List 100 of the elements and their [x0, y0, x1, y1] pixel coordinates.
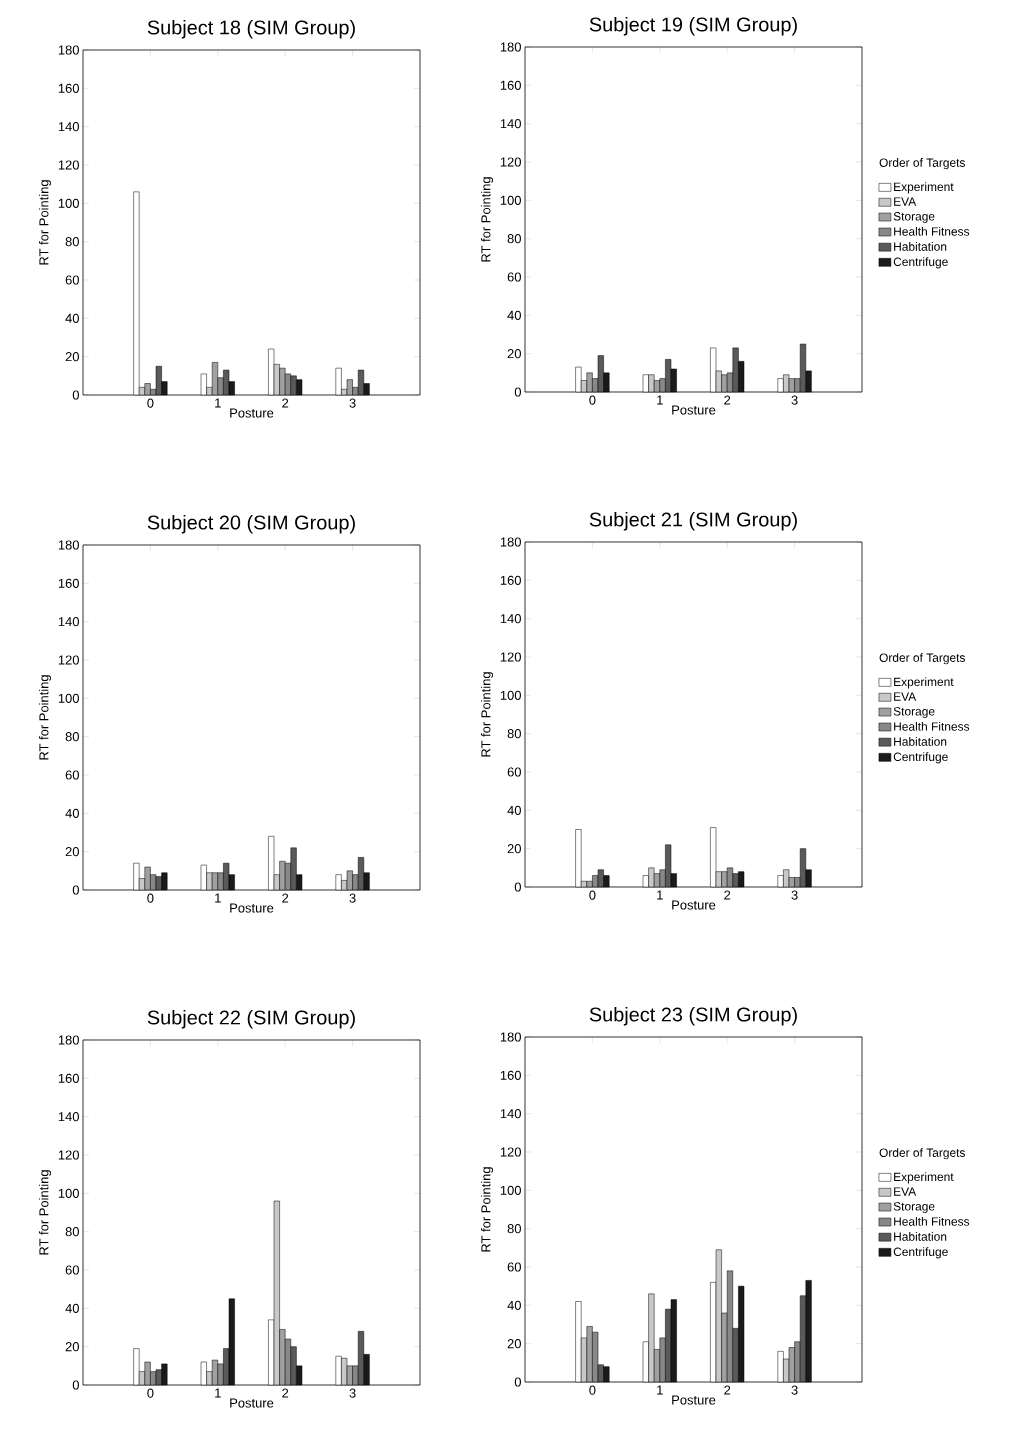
y-tick-label: 160 — [58, 83, 79, 93]
y-axis-title: RT for Pointing — [480, 1167, 494, 1252]
y-tick-label: 140 — [500, 614, 521, 624]
legend-title: Order of Targets — [879, 158, 965, 170]
legend-label: EVA — [894, 1187, 917, 1196]
x-tick-label: 1 — [215, 1388, 221, 1398]
y-tick-label: 60 — [507, 1262, 521, 1272]
y-tick-label: 140 — [500, 1109, 521, 1119]
y-tick-label: 40 — [65, 808, 79, 818]
legend-label: Storage — [893, 1202, 935, 1213]
y-tick-label: 100 — [500, 195, 521, 205]
x-tick-label: 2 — [282, 398, 289, 408]
y-tick-label: 140 — [500, 119, 521, 129]
y-tick-label: 120 — [58, 1150, 79, 1160]
x-tick-label: 3 — [349, 398, 356, 408]
legend-title: Order of Targets — [879, 1148, 965, 1160]
x-tick-label: 1 — [657, 1385, 663, 1395]
x-tick-label: 0 — [147, 1388, 154, 1398]
y-tick-label: 80 — [65, 237, 79, 247]
y-tick-label: 180 — [58, 540, 79, 550]
x-tick-label: 2 — [282, 893, 289, 903]
x-axis-title: Posture — [230, 1398, 274, 1408]
y-tick-label: 80 — [507, 729, 521, 739]
x-tick-label: 2 — [724, 1385, 731, 1395]
chart-title: Subject 18 (SIM Group) — [147, 19, 355, 39]
x-tick-label: 0 — [589, 1385, 596, 1395]
chart-title: Subject 20 (SIM Group) — [147, 514, 355, 534]
legend-label: Centrifuge — [893, 1247, 948, 1259]
legend-label: Health Fitness — [894, 226, 970, 236]
legend-label: Habitation — [894, 1232, 947, 1241]
y-tick-label: 20 — [65, 352, 79, 362]
y-tick-label: 180 — [500, 1032, 521, 1042]
y-tick-label: 80 — [65, 732, 79, 742]
legend-label: Experiment — [894, 182, 954, 194]
y-tick-label: 120 — [500, 157, 521, 167]
y-tick-label: 40 — [65, 313, 79, 323]
y-tick-label: 60 — [507, 767, 521, 777]
legend-label: Experiment — [894, 1172, 954, 1184]
y-tick-label: 60 — [65, 770, 79, 780]
x-tick-label: 2 — [724, 395, 731, 405]
chart-title: Subject 19 (SIM Group) — [589, 16, 797, 36]
x-tick-label: 1 — [657, 395, 663, 405]
y-tick-label: 40 — [507, 1300, 521, 1310]
x-tick-label: 3 — [349, 1388, 356, 1398]
x-axis-title: Posture — [672, 405, 716, 415]
legend-label: Habitation — [894, 737, 947, 746]
y-tick-label: 40 — [507, 310, 521, 320]
legend-label: Experiment — [894, 677, 954, 689]
legend-label: Storage — [893, 212, 935, 223]
y-tick-label: 180 — [58, 1035, 79, 1045]
x-tick-label: 0 — [147, 893, 154, 903]
y-tick-label: 100 — [58, 1188, 79, 1198]
x-tick-label: 3 — [791, 1385, 798, 1395]
legend-label: EVA — [894, 197, 917, 206]
chart-title: Subject 23 (SIM Group) — [589, 1006, 797, 1026]
y-tick-label: 120 — [58, 160, 79, 170]
y-tick-label: 100 — [58, 693, 79, 703]
y-tick-label: 100 — [58, 198, 79, 208]
x-tick-label: 1 — [215, 893, 221, 903]
y-tick-label: 20 — [65, 847, 79, 857]
x-tick-label: 0 — [589, 395, 596, 405]
y-tick-label: 20 — [507, 1339, 521, 1349]
x-axis-title: Posture — [230, 408, 274, 418]
y-tick-label: 40 — [507, 805, 521, 815]
y-axis-title: RT for Pointing — [38, 675, 52, 760]
y-tick-label: 60 — [507, 272, 521, 282]
x-tick-label: 1 — [215, 398, 221, 408]
y-tick-label: 0 — [514, 1377, 521, 1387]
y-tick-label: 80 — [65, 1227, 79, 1237]
y-axis-title: RT for Pointing — [480, 177, 494, 262]
y-tick-label: 180 — [58, 45, 79, 55]
x-tick-label: 3 — [791, 890, 798, 900]
y-tick-label: 180 — [500, 537, 521, 547]
y-tick-label: 20 — [507, 844, 521, 854]
y-tick-label: 0 — [514, 882, 521, 892]
x-tick-label: 2 — [724, 890, 731, 900]
y-axis-title: RT for Pointing — [480, 672, 494, 757]
x-tick-label: 2 — [282, 1388, 289, 1398]
y-tick-label: 100 — [500, 690, 521, 700]
y-tick-label: 160 — [58, 578, 79, 588]
y-tick-label: 160 — [58, 1073, 79, 1083]
y-tick-label: 60 — [65, 275, 79, 285]
y-tick-label: 160 — [500, 80, 521, 90]
x-tick-label: 3 — [349, 893, 356, 903]
y-tick-label: 0 — [514, 387, 521, 397]
legend-label: Habitation — [894, 242, 947, 251]
legend-label: Health Fitness — [894, 721, 970, 731]
y-tick-label: 140 — [58, 1112, 79, 1122]
y-tick-label: 80 — [507, 234, 521, 244]
x-axis-title: Posture — [230, 903, 274, 913]
x-tick-label: 0 — [147, 398, 154, 408]
chart-title: Subject 21 (SIM Group) — [589, 511, 797, 531]
y-tick-label: 120 — [500, 1147, 521, 1157]
legend-label: Health Fitness — [894, 1216, 970, 1226]
y-tick-label: 140 — [58, 122, 79, 132]
x-axis-title: Posture — [672, 1395, 716, 1405]
legend-label: Centrifuge — [893, 752, 948, 764]
y-tick-label: 160 — [500, 575, 521, 585]
x-tick-label: 0 — [589, 890, 596, 900]
y-tick-label: 140 — [58, 617, 79, 627]
